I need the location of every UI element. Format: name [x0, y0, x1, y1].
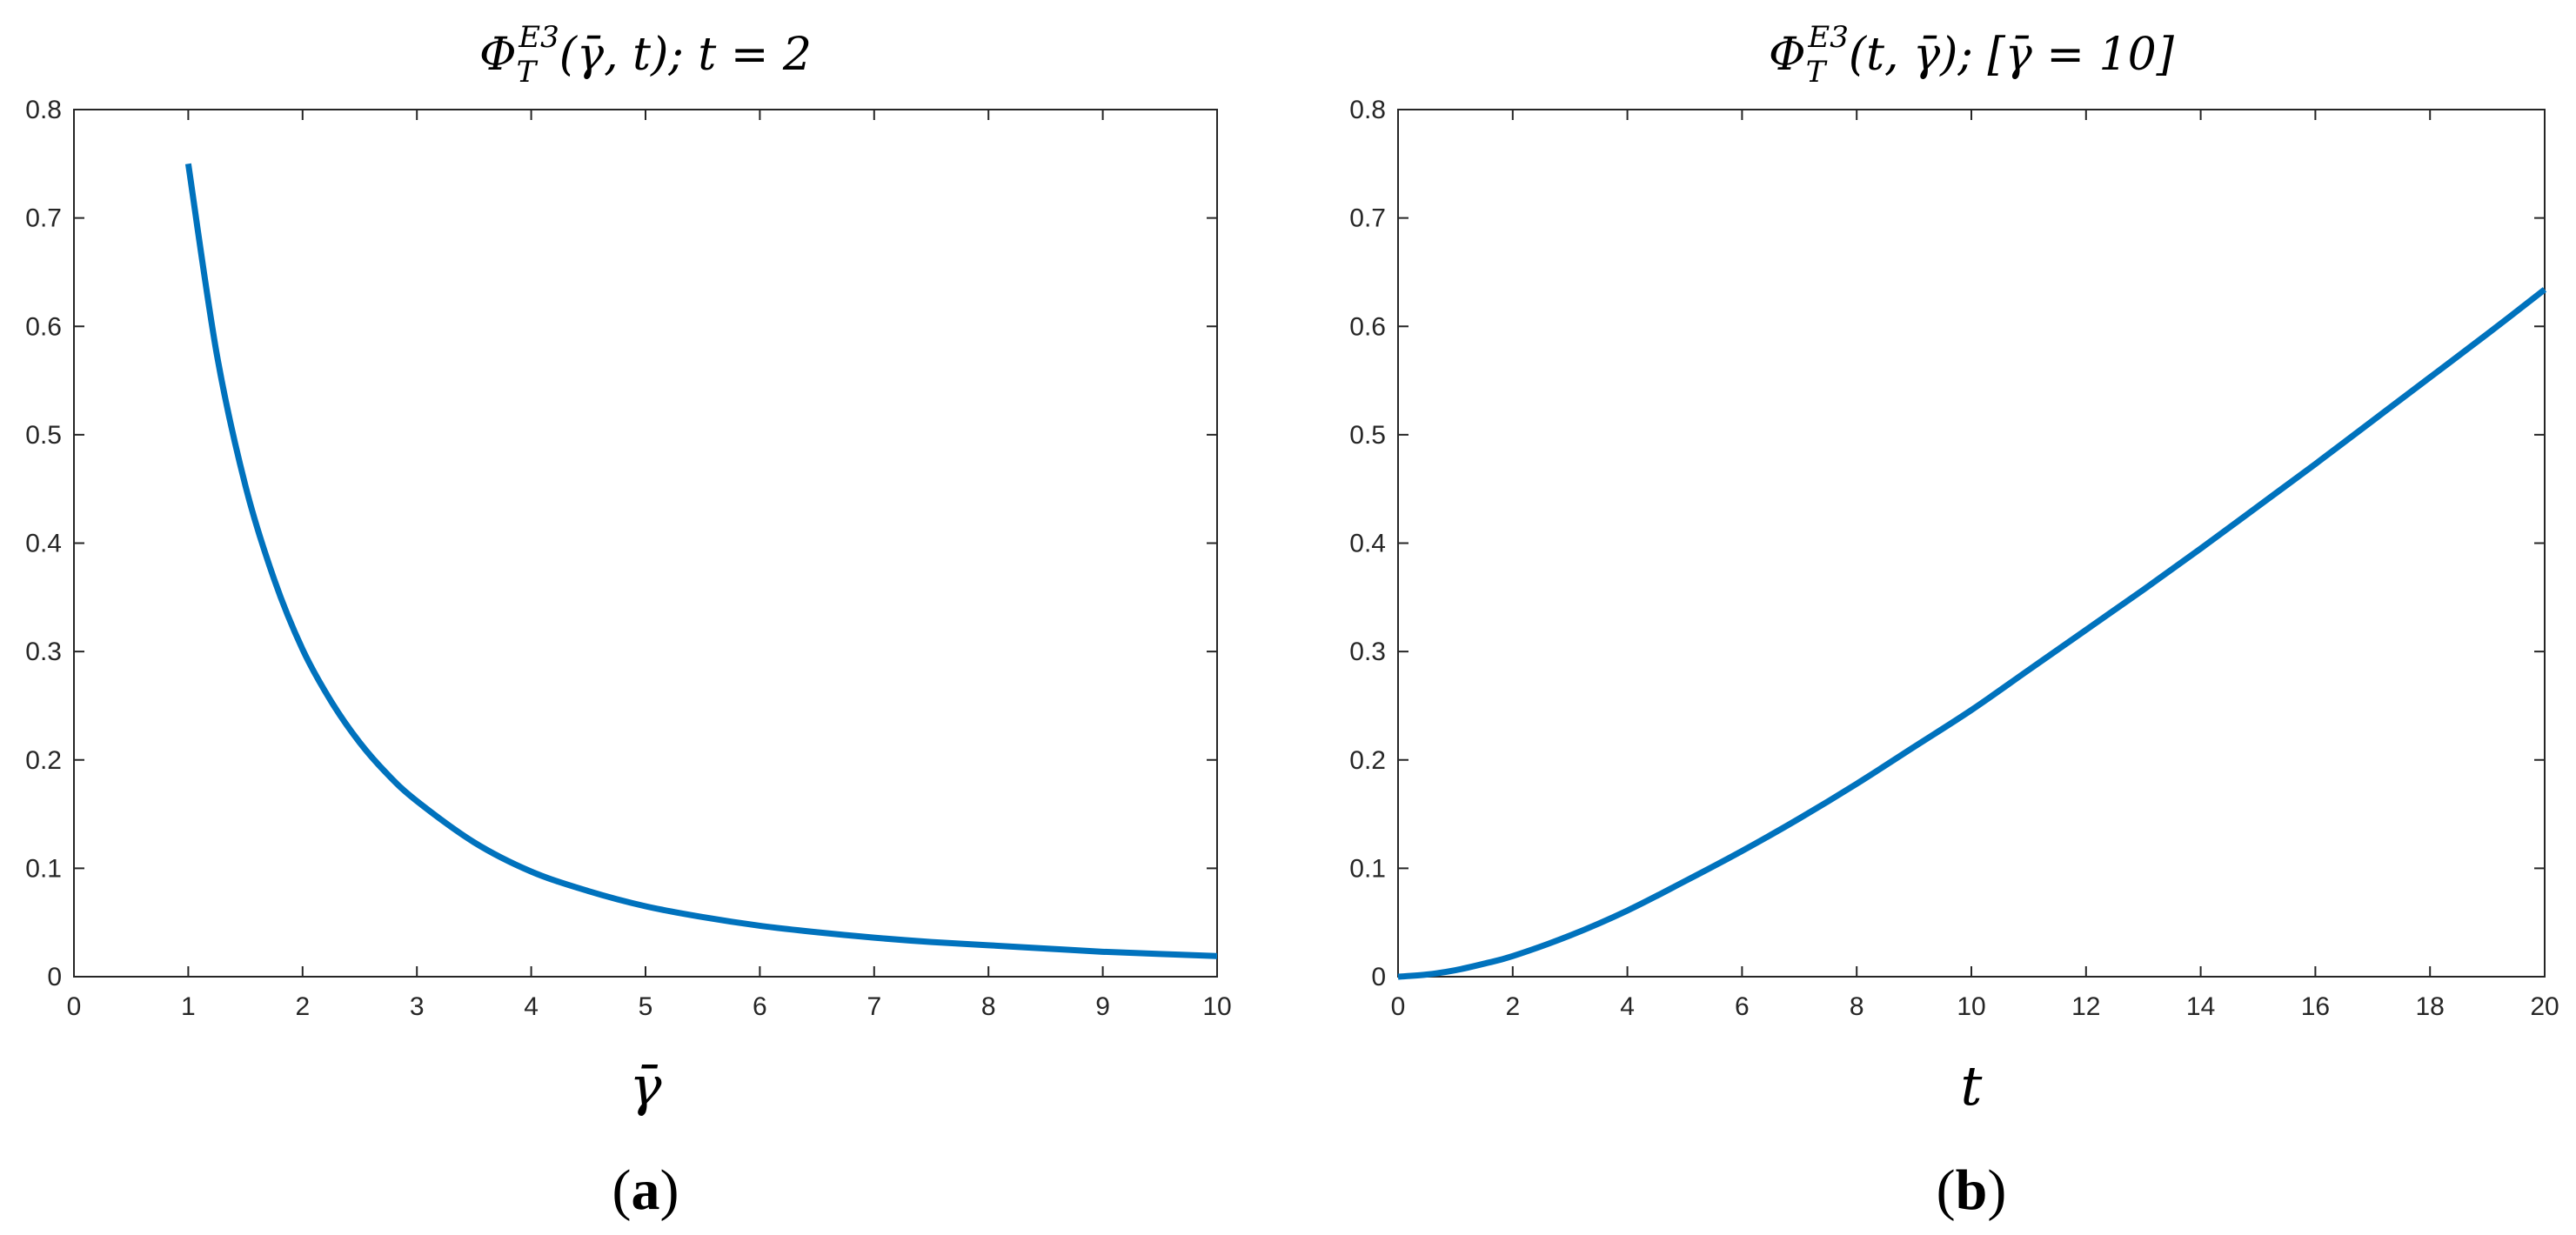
plot-area-a	[73, 109, 1218, 978]
y-tick-label: 0.5	[1349, 421, 1386, 450]
x-tick-label: 0	[67, 992, 82, 1021]
x-tick-label: 2	[295, 992, 310, 1021]
chart-title-b-args: (t, γ̄); [γ̄ = 10]	[1849, 29, 2175, 81]
x-tick-label: 6	[753, 992, 767, 1021]
x-tick-label: 8	[1850, 992, 1864, 1021]
x-tick-label: 4	[524, 992, 539, 1021]
chart-title-b-sub: T	[1806, 55, 1828, 90]
y-tick-label: 0.7	[1349, 204, 1386, 233]
ticks-b	[1397, 109, 2546, 978]
x-tick-label: 5	[639, 992, 653, 1021]
y-tick-label: 0	[1371, 963, 1386, 991]
x-tick-label: 4	[1620, 992, 1635, 1021]
panel-letter-b: b	[1956, 1158, 1988, 1222]
x-tick-label: 14	[2186, 992, 2215, 1021]
y-tick-label: 0.6	[25, 312, 62, 341]
y-tick-label: 0.8	[25, 96, 62, 124]
x-tick-label: 8	[981, 992, 996, 1021]
chart-title-b-base: Φ	[1769, 29, 1806, 81]
chart-a: 0 1 2 3 4 5 6 7 8 9 10 0 0.1 0.2 0.3 0.4 0.5 0.6 0.7 0.8 ΦT…	[25, 20, 1231, 1222]
plot-area-b	[1397, 109, 2546, 978]
y-tick-label: 0.3	[25, 638, 62, 666]
chart-title-a-base: Φ	[479, 29, 517, 81]
chart-title-a: ΦTE3(γ̄, t); t = 2	[479, 20, 812, 90]
tick-labels-b: 0 2 4 6 8 10 12 14 16 18 20 0 0.1 0.2 0.3 0.4 0.5 0.6 0.7 0…	[1349, 96, 2559, 1021]
ticks-a	[73, 109, 1218, 978]
chart-title-b: ΦTE3(t, γ̄); [γ̄ = 10]	[1769, 20, 2175, 90]
data-line-b	[1397, 287, 2547, 980]
x-tick-label: 12	[2071, 992, 2100, 1021]
x-tick-label: 1	[181, 992, 196, 1021]
x-tick-label: 20	[2530, 992, 2559, 1021]
x-tick-label: 10	[1202, 992, 1231, 1021]
y-tick-label: 0.8	[1349, 96, 1386, 124]
x-tick-label: 10	[1957, 992, 1985, 1021]
x-tick-label: 16	[2301, 992, 2330, 1021]
panel-label-b: (b)	[1937, 1158, 2007, 1222]
x-axis-label-b: t	[1961, 1054, 1983, 1118]
x-tick-label: 7	[866, 992, 881, 1021]
data-line-a	[184, 163, 1218, 959]
panel-letter-a: a	[632, 1158, 660, 1222]
x-axis-label-a: γ̄	[629, 1054, 662, 1118]
y-tick-label: 0.5	[25, 421, 62, 450]
y-tick-label: 0	[47, 963, 62, 991]
chart-title-a-sub: T	[517, 55, 539, 90]
y-tick-label: 0.1	[25, 854, 62, 883]
panel-label-a: (a)	[612, 1158, 679, 1222]
y-tick-label: 0.4	[25, 530, 62, 558]
chart-title-a-sup: E3	[518, 20, 559, 55]
chart-title-a-args: (γ̄, t); t = 2	[559, 29, 812, 81]
chart-b: 0 2 4 6 8 10 12 14 16 18 20 0 0.1 0.2 0.3 0.4 0.5 0.6 0.7 0…	[1349, 20, 2559, 1222]
x-tick-label: 2	[1505, 992, 1520, 1021]
y-tick-label: 0.2	[1349, 746, 1386, 775]
y-tick-label: 0.7	[25, 204, 62, 233]
x-tick-label: 6	[1735, 992, 1750, 1021]
y-tick-label: 0.3	[1349, 638, 1386, 666]
y-tick-label: 0.6	[1349, 312, 1386, 341]
y-tick-label: 0.4	[1349, 530, 1386, 558]
chart-title-b-sup: E3	[1807, 20, 1848, 55]
tick-labels-a: 0 1 2 3 4 5 6 7 8 9 10 0 0.1 0.2 0.3 0.4 0.5 0.6 0.7 0.8	[25, 96, 1231, 1021]
x-tick-label: 0	[1391, 992, 1406, 1021]
y-tick-label: 0.1	[1349, 854, 1386, 883]
x-tick-label: 9	[1095, 992, 1110, 1021]
x-tick-label: 3	[410, 992, 425, 1021]
y-tick-label: 0.2	[25, 746, 62, 775]
x-tick-label: 18	[2416, 992, 2445, 1021]
